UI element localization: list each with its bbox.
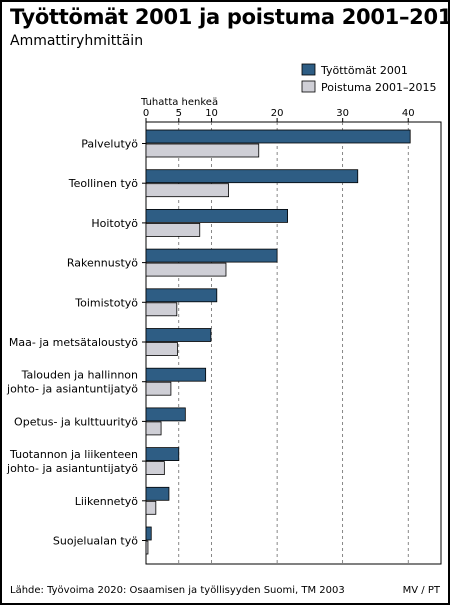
bar-poistuma [145, 342, 178, 356]
tick-label: 5 [176, 108, 182, 119]
bar-poistuma [145, 143, 260, 158]
bar-tyottomat [145, 526, 152, 541]
legend-label: Poistuma 2001–2015 [321, 81, 436, 94]
category-label: Toimistotyö [74, 296, 138, 309]
category-label: Opetus- ja kulttuurityö [14, 415, 138, 428]
tick-label: 40 [402, 108, 415, 119]
category-label: Suojelualan työ [53, 535, 138, 548]
bar-poistuma [145, 381, 172, 396]
credit-note: MV / PT [402, 585, 440, 596]
tick-label: 0 [143, 108, 149, 119]
legend-swatch [301, 63, 316, 76]
bar-poistuma [145, 540, 149, 555]
category-label: Maa- ja metsätaloustyö [9, 336, 138, 349]
tick-label: 10 [205, 108, 218, 119]
category-labels: Palvelutyö Teollinen työ Hoitotyö Rakennust… [6, 138, 146, 548]
bar-poistuma [145, 222, 201, 237]
bars [145, 129, 411, 555]
category-label: Palvelutyö [81, 138, 138, 151]
bar-tyottomat [145, 328, 212, 342]
chart-title: Työttömät 2001 ja poistuma 2001–2015 [10, 5, 450, 29]
source-note: Lähde: Työvoima 2020: Osaamisen ja työll… [10, 585, 345, 596]
bar-tyottomat [145, 367, 207, 382]
category-label: Liikennetyö [75, 495, 139, 508]
bar-poistuma [145, 500, 157, 515]
bar-tyottomat [145, 248, 278, 263]
bar-tyottomat [145, 447, 180, 462]
legend-swatch [301, 80, 316, 93]
bar-tyottomat [145, 486, 170, 501]
bar-tyottomat [145, 129, 411, 144]
category-label: johto- ja asiantuntijatyö [6, 383, 138, 396]
category-label: johto- ja asiantuntijatyö [6, 462, 138, 475]
legend-label: Työttömät 2001 [320, 64, 408, 77]
x-axis-label: Tuhatta henkeä [140, 97, 218, 108]
bar-poistuma [145, 183, 229, 198]
bar-poistuma [145, 262, 227, 277]
chart-subtitle: Ammattiryhmittäin [10, 33, 144, 49]
bar-tyottomat [145, 169, 359, 184]
tick-label: 30 [336, 108, 349, 119]
category-label: Tuotannon ja liikenteen [9, 448, 138, 461]
bar-poistuma [145, 421, 162, 436]
category-label: Rakennustyö [67, 257, 138, 270]
category-label: Talouden ja hallinnon [21, 369, 138, 382]
bar-poistuma [145, 302, 178, 317]
x-axis-ticks: 0 5 10 20 30 40 [143, 108, 415, 122]
bar-poistuma [145, 461, 165, 476]
bar-tyottomat [145, 288, 218, 303]
bar-tyottomat [145, 407, 186, 422]
legend: Työttömät 2001 Poistuma 2001–2015 [301, 63, 436, 94]
tick-label: 20 [271, 108, 284, 119]
category-label: Hoitotyö [91, 217, 138, 230]
bar-tyottomat [145, 208, 289, 223]
category-label: Teollinen työ [68, 177, 139, 190]
